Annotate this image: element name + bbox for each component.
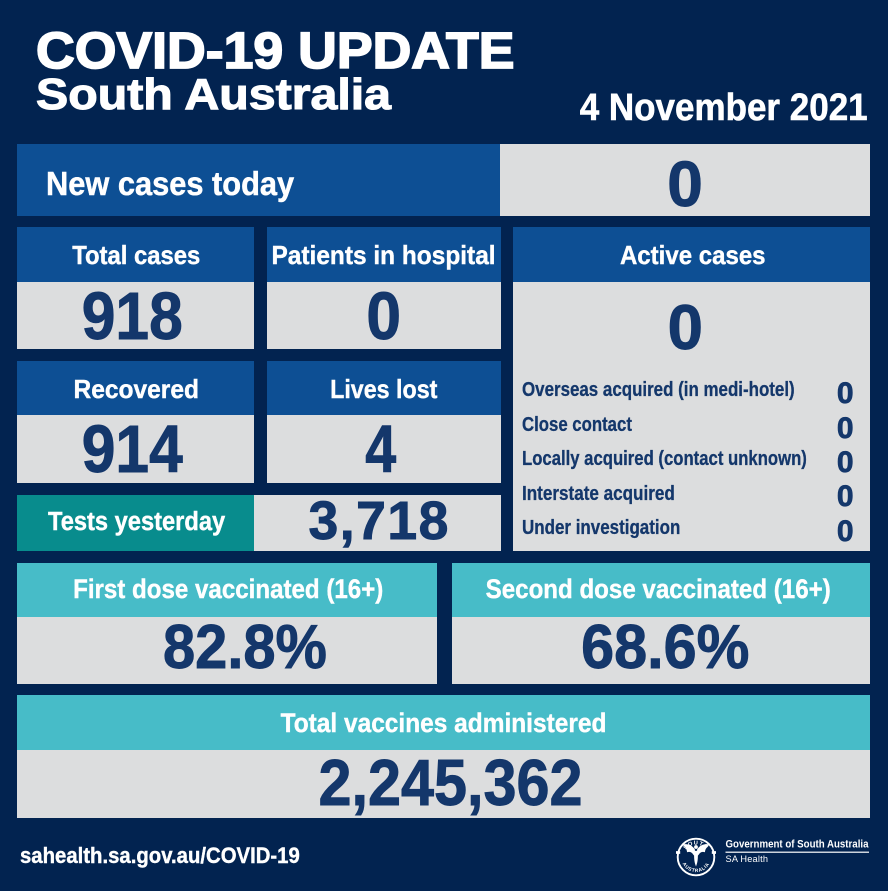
svg-text:SA Health: SA Health: [726, 854, 769, 864]
svg-text:Government of South Australia: Government of South Australia: [726, 839, 869, 851]
